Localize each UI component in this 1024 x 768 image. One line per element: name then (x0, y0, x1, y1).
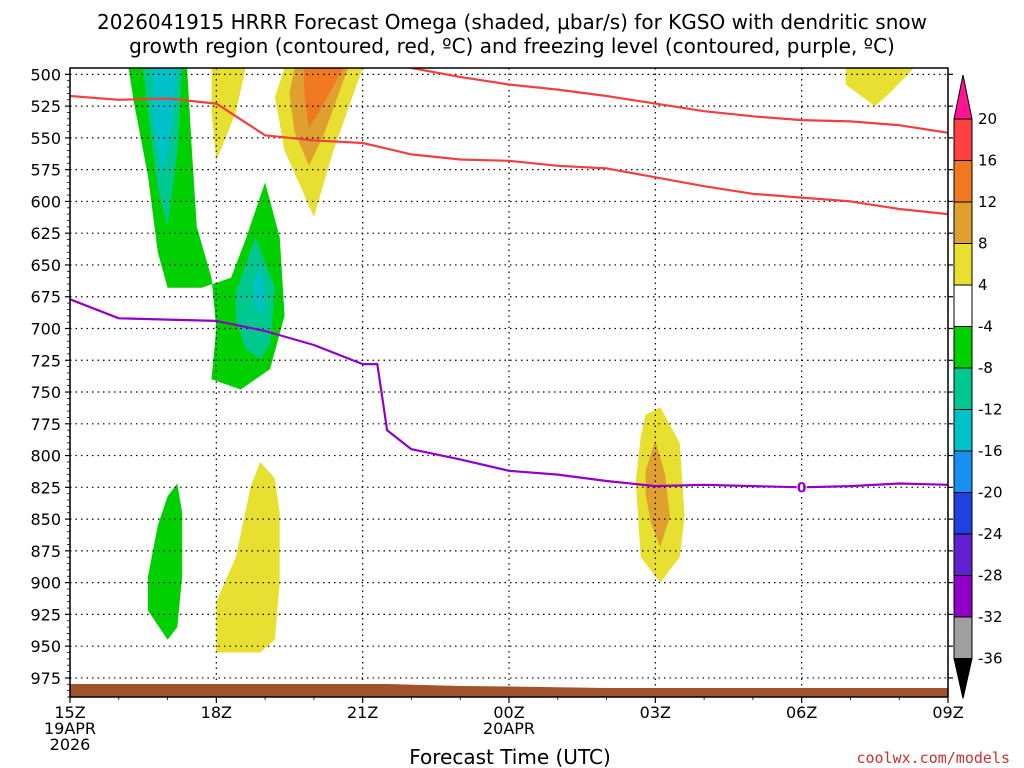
colorbar-swatch (953, 492, 973, 535)
colorbar-label: 16 (978, 152, 997, 170)
y-tick-label: 775 (30, 415, 61, 434)
y-tick-label: 725 (30, 351, 61, 370)
omega-shading (128, 68, 914, 653)
colorbar-label: 8 (978, 235, 988, 253)
colorbar-swatch (953, 533, 973, 576)
contour-label-bg (796, 479, 807, 495)
colorbar-label: -36 (978, 650, 1003, 668)
y-tick-label: 600 (30, 192, 61, 211)
colorbar-swatch (953, 450, 973, 493)
plot-grid (69, 68, 949, 697)
colorbar-label: -20 (978, 484, 1003, 502)
x-tick-label: 21Z (347, 703, 378, 722)
y-tick-label: 650 (30, 256, 61, 275)
x-tick-label: 18Z (201, 703, 232, 722)
chart-title-line2: growth region (contoured, red, ºC) and f… (129, 34, 895, 58)
contour-dendritic-lower (411, 68, 948, 134)
x-tick-label: 06Z (786, 703, 817, 722)
colorbar-swatch (953, 118, 973, 161)
y-axis-ticks: 500 525 550 575 600 625 650 675 700 725 750 775 800 8… (30, 65, 953, 698)
y-tick-label: 900 (30, 574, 61, 593)
y-tick-label: 975 (30, 669, 61, 688)
y-tick-label: 825 (30, 478, 61, 497)
x-tick-label: 19APR (44, 719, 96, 738)
colorbar-swatch (953, 284, 973, 327)
y-tick-label: 925 (30, 605, 61, 624)
shade-low-descent-right-core (645, 440, 670, 548)
y-tick-label: 575 (30, 161, 61, 180)
colorbar-label: 12 (978, 193, 997, 211)
colorbar-swatch (953, 616, 973, 659)
shade-upper-ascent-core4 (252, 265, 266, 316)
colorbar-label: 20 (978, 110, 997, 128)
contour-lines: 0 (70, 68, 948, 496)
y-tick-label: 625 (30, 224, 61, 243)
colorbar-swatch (953, 243, 973, 286)
contour-label: 0 (797, 480, 807, 496)
colorbar-label: -28 (978, 567, 1003, 585)
y-tick-label: 675 (30, 288, 61, 307)
colorbar-label: -12 (978, 401, 1003, 419)
y-tick-label: 525 (30, 97, 61, 116)
y-tick-label: 750 (30, 383, 61, 402)
credit-text[interactable]: coolwx.com/models (856, 749, 1010, 767)
shade-low-ascent (148, 483, 183, 640)
y-tick-label: 850 (30, 510, 61, 529)
y-tick-label: 950 (30, 637, 61, 656)
colorbar-label: 4 (978, 276, 988, 294)
x-tick-label: 03Z (640, 703, 671, 722)
colorbar-top-arrow (953, 74, 973, 120)
contour-dendritic-upper (70, 94, 948, 216)
colorbar-swatch (953, 160, 973, 203)
shade-upper-descent-right (845, 68, 914, 107)
x-tick-label: 20APR (483, 719, 535, 738)
y-tick-label: 700 (30, 319, 61, 338)
terrain-strip (70, 684, 948, 697)
colorbar-label: -32 (978, 608, 1003, 626)
contour-freezing-level (70, 298, 948, 489)
x-tick-label: 09Z (932, 703, 963, 722)
shade-low-descent-left (216, 461, 280, 653)
colorbar-label: -4 (978, 318, 993, 336)
y-tick-label: 800 (30, 447, 61, 466)
x-tick-label: 15Z (54, 703, 85, 722)
y-tick-label: 500 (30, 65, 61, 84)
colorbar-swatch (953, 409, 973, 452)
shade-upper-ascent-core3 (152, 68, 178, 176)
y-tick-label: 550 (30, 129, 61, 148)
x-tick-label: 00Z (493, 703, 524, 722)
colorbar-swatch (953, 575, 973, 618)
colorbar-label: -16 (978, 442, 1003, 460)
x-tick-label: 2026 (50, 735, 91, 754)
x-axis-label: Forecast Time (UTC) (409, 745, 611, 768)
colorbar-label: -8 (978, 359, 993, 377)
y-tick-label: 875 (30, 542, 61, 561)
chart-title-line1: 2026041915 HRRR Forecast Omega (shaded, … (97, 10, 927, 34)
shade-upper-descent-peak (304, 68, 344, 128)
colorbar-bottom-arrow (953, 658, 973, 699)
colorbar-swatch (953, 201, 973, 244)
colorbar: 20 16 12 8 4 -4 -8 -12 -16 -20 -24 -28 -32 -36 (953, 74, 1003, 699)
colorbar-swatch (953, 326, 973, 369)
colorbar-swatch (953, 367, 973, 410)
ground-strip (70, 684, 948, 697)
colorbar-label: -24 (978, 525, 1003, 543)
shade-upper-descent-left (211, 68, 246, 161)
